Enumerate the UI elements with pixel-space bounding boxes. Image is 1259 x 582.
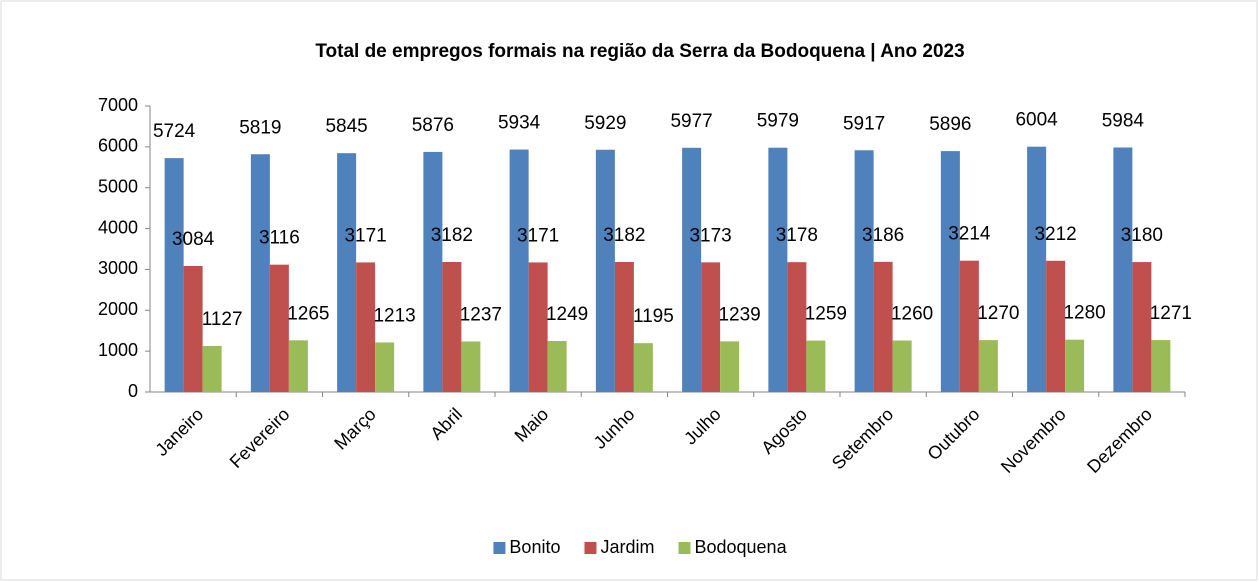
bar — [806, 340, 826, 392]
data-label: 3180 — [1121, 225, 1163, 246]
data-label: 1195 — [633, 306, 674, 327]
bar — [978, 340, 998, 392]
data-label: 3186 — [862, 225, 904, 246]
bar — [509, 149, 529, 392]
data-label: 5819 — [239, 117, 281, 138]
legend-item: Bonito — [493, 537, 560, 557]
data-label: 5934 — [498, 113, 541, 134]
data-label: 1271 — [1150, 303, 1192, 324]
y-tick-label: 0 — [128, 381, 138, 401]
bar — [1046, 260, 1066, 392]
data-label: 5977 — [670, 111, 712, 132]
legend-label: Jardim — [600, 537, 654, 557]
data-label: 5917 — [843, 113, 885, 134]
y-tick-label: 3000 — [98, 258, 138, 278]
bar — [720, 341, 740, 392]
data-label: 5896 — [929, 114, 971, 135]
bar — [892, 340, 912, 392]
legend-swatch — [678, 542, 691, 554]
data-label: 1239 — [718, 304, 760, 325]
chart-title: Total de empregos formais na região da S… — [315, 41, 964, 62]
data-label: 3182 — [431, 225, 473, 246]
data-label: 5724 — [153, 121, 196, 142]
data-label: 3214 — [948, 224, 991, 245]
y-tick-label: 4000 — [98, 217, 138, 237]
data-label: 5929 — [584, 113, 626, 134]
data-label: 3084 — [172, 229, 215, 250]
data-label: 1213 — [373, 305, 415, 326]
bar — [202, 345, 222, 392]
data-label: 6004 — [1015, 110, 1058, 131]
data-label: 3116 — [259, 228, 300, 249]
legend-swatch — [493, 542, 506, 554]
data-label: 1259 — [805, 304, 847, 325]
bar — [854, 150, 874, 392]
bar — [614, 261, 634, 392]
data-label: 3171 — [517, 225, 559, 246]
data-label: 3182 — [603, 225, 645, 246]
bar — [768, 147, 788, 392]
data-label: 1127 — [202, 309, 243, 330]
bar — [595, 149, 615, 392]
bar — [528, 262, 548, 392]
legend-item: Jardim — [584, 537, 654, 557]
legend-label: Bonito — [509, 537, 560, 557]
y-tick-label: 6000 — [98, 136, 138, 156]
data-label: 5845 — [325, 116, 367, 137]
bar — [356, 262, 376, 392]
data-label: 1260 — [891, 304, 933, 325]
bar — [337, 153, 357, 392]
data-label: 1270 — [977, 303, 1019, 324]
bar — [288, 340, 308, 392]
bar — [1027, 146, 1047, 392]
data-label: 1237 — [460, 304, 502, 325]
bar — [547, 340, 567, 392]
bar — [873, 261, 893, 392]
data-label: 3173 — [689, 225, 731, 246]
bar — [250, 154, 270, 392]
bar — [461, 341, 481, 392]
legend-label: Bodoquena — [694, 537, 787, 557]
bar — [164, 158, 184, 392]
data-label: 3171 — [344, 225, 386, 246]
data-label: 1280 — [1063, 303, 1105, 324]
bar — [183, 265, 203, 392]
bar — [1113, 147, 1133, 392]
y-tick-label: 1000 — [98, 340, 138, 360]
bar — [787, 262, 807, 392]
bar — [940, 151, 960, 392]
y-tick-label: 5000 — [98, 176, 138, 196]
bar — [1132, 262, 1152, 392]
legend-item: Bodoquena — [678, 537, 788, 557]
data-label: 1265 — [287, 303, 329, 324]
data-label: 3178 — [776, 225, 818, 246]
data-label: 5876 — [412, 115, 454, 136]
data-label: 5984 — [1102, 111, 1145, 132]
bar — [423, 151, 443, 392]
data-label: 1249 — [546, 304, 588, 325]
bar — [633, 343, 653, 392]
y-tick-label: 2000 — [98, 299, 138, 319]
y-tick-label: 7000 — [98, 95, 138, 115]
bar — [959, 260, 979, 392]
bar — [701, 262, 721, 392]
data-label: 5979 — [757, 111, 799, 132]
legend-swatch — [584, 542, 597, 554]
bar — [1151, 340, 1171, 392]
bar — [269, 264, 289, 392]
data-label: 3212 — [1034, 224, 1076, 245]
bar — [1065, 339, 1085, 392]
bar — [442, 261, 462, 392]
bar — [375, 342, 395, 392]
bar — [682, 147, 702, 392]
